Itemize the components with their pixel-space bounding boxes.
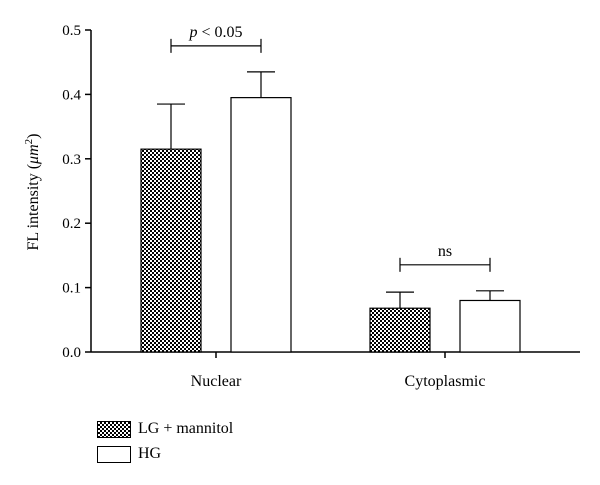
y-tick-label: 0.3 <box>62 152 81 168</box>
significance-annotations: p < 0.05 ns <box>170 24 491 272</box>
x-tick-label: Cytoplasmic <box>405 373 486 390</box>
x-tick-label: Nuclear <box>191 373 242 390</box>
y-tick-label: 0.1 <box>62 281 81 297</box>
legend-swatch-checkerboard <box>97 421 131 438</box>
y-tick-label: 0.5 <box>62 23 81 39</box>
legend-swatch-white <box>97 446 131 463</box>
y-tick-label: 0.4 <box>62 87 81 103</box>
y-tick-label: 0.2 <box>62 216 81 232</box>
legend-label-lg-mannitol: LG + mannitol <box>138 420 234 437</box>
y-tick-label: 0.0 <box>62 345 81 361</box>
significance-label: p < 0.05 <box>188 24 242 41</box>
error-bars <box>157 71 504 309</box>
bar-lg-mannitol <box>140 148 202 353</box>
y-axis-title: FL intensity (μm2) <box>23 134 42 251</box>
legend-label-hg: HG <box>138 445 162 462</box>
x-axis: Nuclear Cytoplasmic <box>91 351 580 390</box>
y-axis: 0.0 0.1 0.2 0.3 0.4 0.5 <box>62 23 92 361</box>
bars <box>140 97 521 353</box>
bar-lg-mannitol <box>369 307 431 353</box>
bar-hg <box>230 97 292 353</box>
bar-hg <box>459 299 521 353</box>
significance-label: ns <box>438 243 452 260</box>
